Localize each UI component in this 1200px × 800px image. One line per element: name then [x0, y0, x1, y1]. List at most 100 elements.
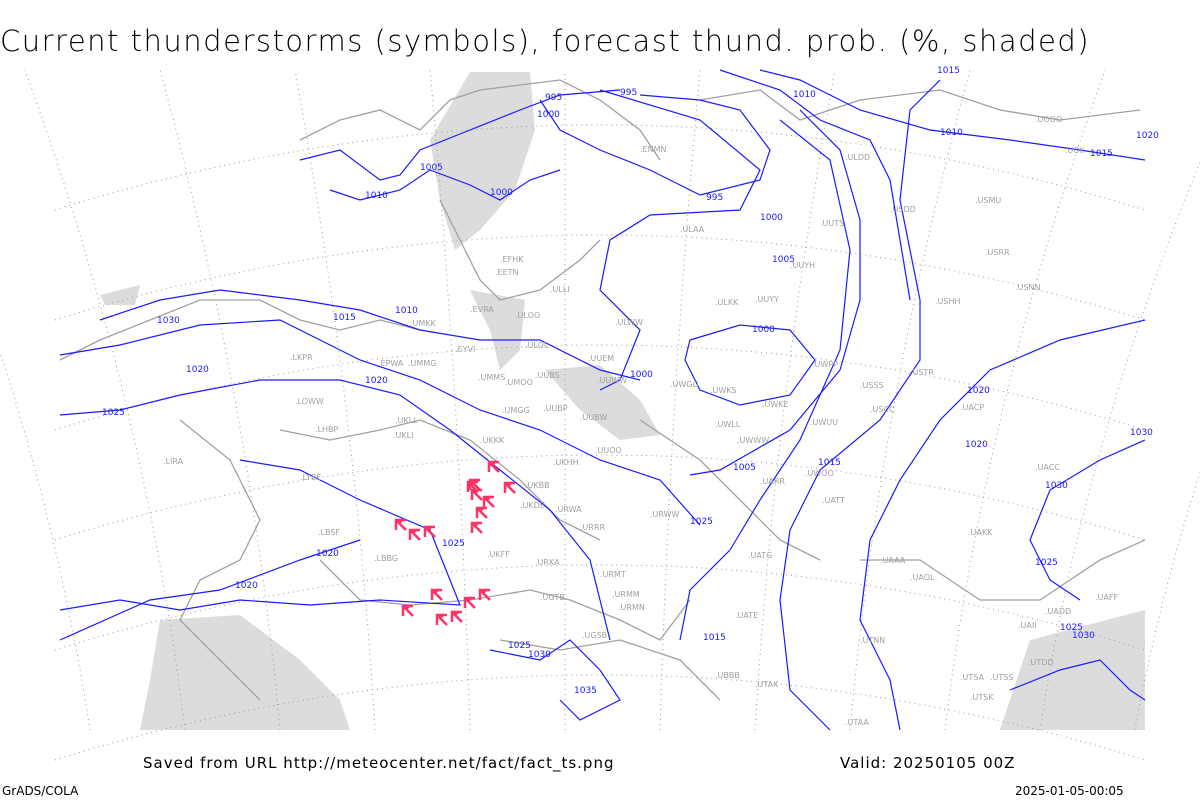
- isobar-label: 1035: [574, 686, 597, 696]
- coastline: [499, 639, 721, 701]
- shaded-area: [430, 72, 535, 250]
- thunderstorm-symbol: [401, 604, 414, 617]
- meridian: [1039, 161, 1200, 731]
- isobar: [599, 89, 761, 391]
- station-label: .UKFF: [487, 550, 510, 559]
- thunderstorm-symbols: [394, 460, 516, 626]
- isobar-label: 995: [706, 193, 723, 203]
- station-label: .ULOO: [515, 311, 540, 320]
- station-label: .UATG: [748, 551, 772, 560]
- thunderstorm-symbol: [450, 610, 463, 623]
- station-label: .USDD: [890, 205, 916, 214]
- thunderstorm-symbol: [468, 478, 481, 491]
- shaded-area: [470, 290, 525, 370]
- station-label: .ULWW: [615, 318, 643, 327]
- station-label: .EPWA: [378, 359, 404, 368]
- isobar-label: 1020: [316, 549, 339, 559]
- station-label: .LHBP: [315, 425, 339, 434]
- isobar-label: 1025: [442, 539, 465, 549]
- station-label: .UAOL: [910, 573, 935, 582]
- isobar-label: 995: [545, 93, 562, 103]
- station-label: .UMMS: [478, 373, 505, 382]
- isobar: [59, 459, 461, 611]
- isobar-label: 1020: [235, 581, 258, 591]
- station-label: .UKLL: [395, 416, 418, 425]
- isobar: [59, 379, 611, 641]
- station-label: .UUWW: [597, 376, 627, 385]
- station-label: .USCC: [870, 405, 895, 414]
- thunderstorm-symbol: [394, 518, 407, 531]
- station-label: .ULOL: [525, 341, 549, 350]
- station-label: .URMM: [612, 590, 640, 599]
- isobar-label: 1010: [793, 90, 816, 100]
- station-label: .URKA: [535, 558, 560, 567]
- station-label: .UWOO: [805, 469, 834, 478]
- station-label: .UKLI: [393, 431, 413, 440]
- isobar-label: 1000: [760, 213, 783, 223]
- station-label: .ULAA: [680, 225, 705, 234]
- meridian: [754, 69, 836, 731]
- isobar-label: 1025: [1060, 623, 1083, 633]
- coastlines-borders: [59, 79, 1146, 701]
- meridian: [1134, 471, 1200, 731]
- isobar-label: 1015: [818, 458, 841, 468]
- station-label: .URWA: [555, 505, 582, 514]
- isobar-label: 1010: [365, 191, 388, 201]
- meridian: [24, 69, 186, 731]
- station-label: .USSS: [860, 381, 884, 390]
- station-label: .UBBB: [715, 671, 740, 680]
- station-label: .LKPR: [290, 353, 313, 362]
- isobar-label: 1005: [772, 255, 795, 265]
- station-label: .UWKE: [762, 400, 789, 409]
- coastline: [439, 199, 601, 301]
- station-label: .UTAK: [755, 680, 779, 689]
- isobar-label: 1030: [1130, 428, 1153, 438]
- meridian: [429, 69, 471, 731]
- isobar: [59, 539, 361, 641]
- station-label: .LYBE: [300, 473, 321, 482]
- isobar-label: 1010: [395, 306, 418, 316]
- station-label: .URRR: [580, 523, 606, 532]
- isobar: [1029, 439, 1146, 601]
- isobar-label: 1025: [508, 641, 531, 651]
- isobar: [684, 324, 816, 406]
- station-label: .UKKK: [480, 436, 505, 445]
- thunderstorm-symbol: [463, 596, 476, 609]
- station-label: .UAKK: [968, 528, 993, 537]
- meridian: [0, 350, 91, 731]
- station-label: .ULLI: [550, 285, 570, 294]
- lat-lon-grid: [0, 69, 1200, 761]
- station-label: .USMU: [975, 196, 1001, 205]
- isobar-label: 1025: [690, 517, 713, 527]
- isobar-label: 1030: [157, 316, 180, 326]
- station-label: .UAAA: [880, 556, 906, 565]
- station-label: .USTR: [910, 368, 934, 377]
- meridian: [659, 69, 701, 731]
- isobar: [859, 319, 1146, 731]
- station-label: .UWPP: [812, 360, 838, 369]
- station-label: .UKHH: [553, 458, 579, 467]
- isobar-label: 1010: [940, 128, 963, 138]
- isobar-label: 1020: [1136, 131, 1159, 141]
- station-label: .UUBW: [580, 413, 607, 422]
- station-label: .USNN: [1015, 283, 1040, 292]
- station-label: .UMOO: [505, 378, 533, 387]
- isobar-label: 995: [620, 88, 637, 98]
- station-label: .ULKK: [715, 298, 739, 307]
- station-label: .UTSA: [960, 673, 985, 682]
- thunderstorm-symbol: [503, 481, 516, 494]
- meridian: [849, 69, 971, 731]
- parallel: [54, 674, 1146, 761]
- isobar: [679, 119, 851, 641]
- isobar-label: 1030: [528, 650, 551, 660]
- station-label: .UUEM: [588, 354, 614, 363]
- coastline: [299, 79, 661, 161]
- station-label: .UMKK: [410, 319, 437, 328]
- isobar-label: 1000: [490, 188, 513, 198]
- isobar: [489, 639, 621, 721]
- shaded-area: [140, 615, 350, 730]
- valid-time: Valid: 20250105 00Z: [840, 754, 1016, 772]
- station-label: .UGSB: [582, 631, 607, 640]
- station-label: .USHH: [935, 297, 961, 306]
